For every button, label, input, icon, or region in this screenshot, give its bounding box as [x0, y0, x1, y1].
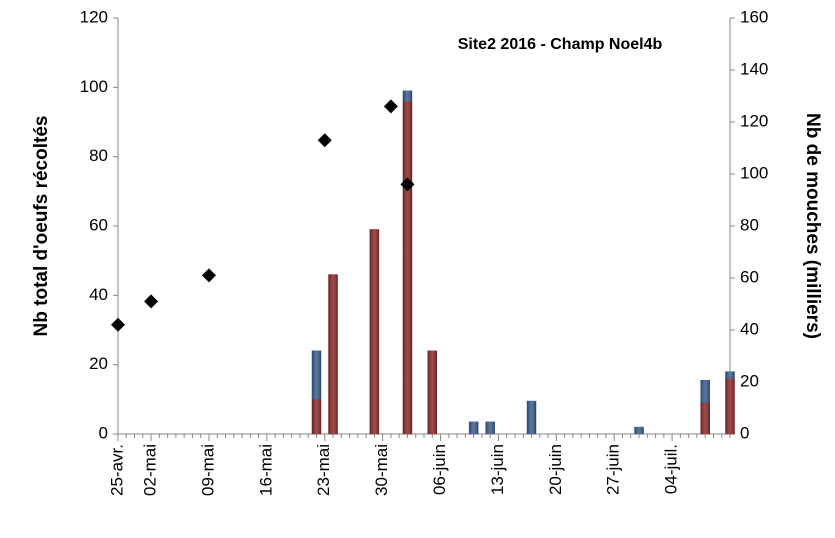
bar-shade [700, 402, 710, 434]
bar-shade [527, 401, 537, 434]
y-tick-label: 100 [80, 77, 108, 96]
y-tick-label: 0 [99, 423, 108, 442]
x-tick-label: 30-mai [372, 444, 391, 496]
marker [201, 268, 216, 283]
bar-shade [634, 427, 644, 434]
y-tick-label: 40 [89, 285, 108, 304]
marker [400, 177, 415, 192]
x-tick-label: 23-mai [314, 444, 333, 496]
y2-tick-label: 120 [740, 111, 768, 130]
bar-shade [469, 421, 479, 434]
x-tick-label: 27-juin [604, 444, 623, 495]
y2-tick-label: 160 [740, 7, 768, 26]
x-tick-label: 20-juin [546, 444, 565, 495]
x-tick-label: 09-mai [198, 444, 217, 496]
bar-shade [485, 421, 495, 434]
y-tick-label: 60 [89, 215, 108, 234]
y-tick-label: 20 [89, 354, 108, 373]
bar-shade [402, 90, 412, 102]
y-tick-label: 120 [80, 7, 108, 26]
bar-shade [725, 378, 735, 434]
y2-tick-label: 100 [740, 163, 768, 182]
y2-tick-label: 60 [740, 267, 759, 286]
y2-tick-label: 140 [740, 59, 768, 78]
marker [383, 99, 398, 114]
bar-shade [402, 101, 412, 434]
bar-shade [700, 380, 710, 403]
y2-axis-title: Nb de mouches (milliers) [802, 113, 823, 339]
bar-shade [725, 371, 735, 379]
y2-tick-label: 40 [740, 319, 759, 338]
marker [317, 133, 332, 148]
x-tick-label: 13-juin [488, 444, 507, 495]
y2-tick-label: 80 [740, 215, 759, 234]
bar-shade [311, 399, 321, 434]
bar-shade [311, 350, 321, 400]
x-tick-label: 16-mai [256, 444, 275, 496]
y2-tick-label: 0 [740, 423, 749, 442]
marker [144, 294, 159, 309]
bar-shade [369, 229, 379, 434]
y-axis-title: Nb total d'oeufs récoltés [31, 116, 52, 337]
y2-tick-label: 20 [740, 371, 759, 390]
bar-shade [427, 350, 437, 434]
x-tick-label: 25-avr. [107, 444, 126, 496]
x-tick-label: 06-juin [430, 444, 449, 495]
marker [111, 317, 125, 332]
y-tick-label: 80 [89, 146, 108, 165]
x-tick-label: 02-mai [141, 444, 160, 496]
x-tick-label: 04-juil. [662, 444, 681, 494]
bar-shade [328, 274, 338, 434]
chart-title: Site2 2016 - Champ Noel4b [458, 36, 663, 53]
